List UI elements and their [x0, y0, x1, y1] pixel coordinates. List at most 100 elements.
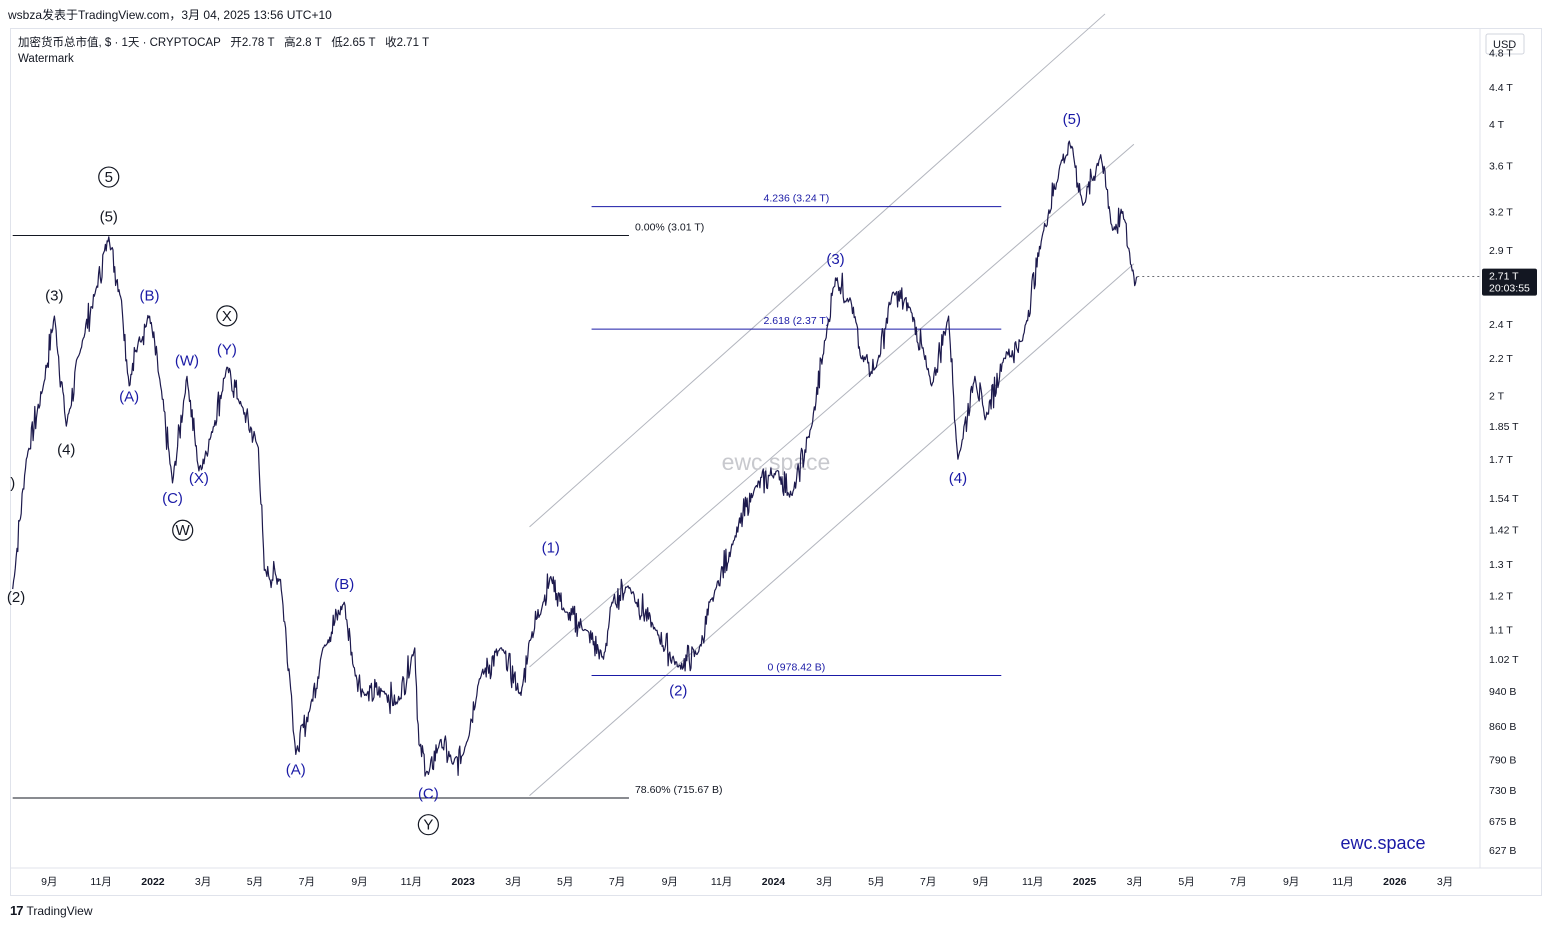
y-tick-19: 860 B: [1489, 721, 1516, 733]
channel-line-1[interactable]: [529, 13, 1106, 528]
wave-label-12[interactable]: (A): [286, 761, 306, 778]
x-tick-26: 11月: [1332, 876, 1353, 888]
legend-symbol[interactable]: 加密货币总市值, $ · 1天 · CRYPTOCAP: [18, 37, 221, 49]
wave-label-18[interactable]: (2): [7, 589, 25, 606]
x-tick-23: 5月: [1178, 876, 1194, 888]
legend-low-label: 低: [331, 37, 343, 49]
wave-label-21[interactable]: X: [222, 308, 232, 325]
x-tick-21: 2025: [1073, 876, 1097, 888]
x-tick-12: 7月: [609, 876, 625, 888]
chart-legend: 加密货币总市值, $ · 1天 · CRYPTOCAP 开2.78 T 高2.8…: [18, 35, 429, 67]
chart-frame: [10, 28, 1542, 896]
tradingview-brand[interactable]: TradingView: [26, 903, 93, 918]
x-tick-22: 3月: [1127, 876, 1143, 888]
legend-open: 2.78 T: [241, 37, 275, 49]
y-tick-2: 4.4 T: [1489, 82, 1513, 94]
y-tick-10: 1.85 T: [1489, 421, 1519, 433]
price-line: [12, 140, 1138, 777]
legend-open-label: 开: [230, 37, 242, 49]
y-tick-4: 3.6 T: [1489, 160, 1513, 172]
wave-label-17[interactable]: (5): [100, 208, 118, 225]
x-tick-14: 11月: [711, 876, 732, 888]
brand-text: ewc.space: [1340, 833, 1425, 853]
price-series: [12, 140, 1138, 777]
x-tick-20: 11月: [1022, 876, 1043, 888]
fib-levels[interactable]: 4.236 (3.24 T) 2.618 (2.37 T) 0 (978.42 B)…: [12, 193, 1002, 799]
wave-label-16[interactable]: (4): [57, 442, 75, 459]
wave-label-2[interactable]: (2): [669, 682, 687, 699]
y-tick-17: 1.02 T: [1489, 654, 1519, 666]
wave-label-9[interactable]: (W): [175, 352, 199, 369]
wave-label-15[interactable]: (3): [45, 287, 63, 304]
wave-circle-20: [98, 166, 120, 188]
fib-label-5: 78.60% (715.67 B): [635, 784, 723, 796]
published-header: wsbza发表于TradingView.com，3月 04, 2025 13:5…: [8, 8, 332, 22]
wave-label-6[interactable]: (A): [119, 388, 139, 405]
tradingview-footer[interactable]: 17 TradingView: [10, 903, 93, 918]
wave-label-13[interactable]: (B): [334, 576, 354, 593]
legend-high-label: 高: [284, 37, 296, 49]
wave-label-7[interactable]: (B): [140, 287, 160, 304]
y-tick-5: 3.2 T: [1489, 207, 1513, 219]
channel-lines[interactable]: [529, 13, 1135, 796]
wave-label-20[interactable]: 5: [105, 169, 113, 186]
y-tick-20: 790 B: [1489, 754, 1516, 766]
last-price-countdown: 20:03:55: [1489, 283, 1530, 295]
x-tick-5: 5月: [247, 876, 263, 888]
x-tick-8: 11月: [401, 876, 422, 888]
wave-label-11[interactable]: (Y): [217, 342, 237, 359]
wave-circle-23: [417, 814, 439, 836]
x-tick-25: 9月: [1283, 876, 1299, 888]
price-axis[interactable]: 4.8 T 4.4 T 4 T 3.6 T 3.2 T 2.9 T 2.4 T 2.2 T 2 …: [1489, 48, 1519, 857]
last-price-value: 2.71 T: [1489, 271, 1519, 283]
y-tick-14: 1.3 T: [1489, 559, 1513, 571]
fib-label-4: 0.00% (3.01 T): [635, 221, 704, 233]
x-tick-4: 3月: [195, 876, 211, 888]
wave-label-1[interactable]: (1): [542, 539, 560, 556]
x-tick-3: 2022: [141, 876, 165, 888]
fib-label-2: 2.618 (2.37 T): [764, 315, 830, 327]
x-tick-9: 2023: [452, 876, 476, 888]
x-tick-13: 9月: [662, 876, 678, 888]
y-tick-12: 1.54 T: [1489, 493, 1519, 505]
y-tick-6: 2.9 T: [1489, 245, 1513, 257]
wave-label-19[interactable]: ): [10, 475, 15, 492]
channel-line-2[interactable]: [529, 143, 1135, 668]
x-tick-15: 2024: [762, 876, 786, 888]
channel-line-3[interactable]: [529, 263, 1135, 796]
y-tick-23: 627 B: [1489, 845, 1516, 857]
time-axis[interactable]: 9月 11月 2022 3月 5月 7月 9月 11月 2023 3月 5月 7月 9月 11月 2024 3…: [41, 876, 1453, 888]
fib-label-1: 4.236 (3.24 T): [764, 193, 830, 205]
x-tick-18: 7月: [920, 876, 936, 888]
legend-close: 2.71 T: [396, 37, 430, 49]
x-tick-11: 5月: [557, 876, 573, 888]
wave-label-5[interactable]: (5): [1063, 111, 1081, 128]
y-tick-7: 2.4 T: [1489, 319, 1513, 331]
currency-label[interactable]: USD: [1493, 39, 1516, 51]
wave-labels[interactable]: (1) (2) (3) (4) (5) (A) (B) (C) (W) (X) (Y) (A) (B) (…: [7, 111, 1081, 836]
legend-watermark: Watermark: [18, 53, 74, 65]
currency-selector[interactable]: [1485, 33, 1525, 55]
y-tick-8: 2.2 T: [1489, 353, 1513, 365]
x-tick-17: 5月: [868, 876, 884, 888]
wave-label-8[interactable]: (C): [162, 490, 183, 507]
wave-label-14[interactable]: (C): [418, 785, 439, 802]
fib-label-3: 0 (978.42 B): [768, 662, 826, 674]
wave-label-4[interactable]: (4): [949, 470, 967, 487]
x-tick-2: 11月: [90, 876, 111, 888]
tradingview-logo-icon[interactable]: 17: [10, 903, 24, 918]
y-tick-13: 1.42 T: [1489, 525, 1519, 537]
y-tick-18: 940 B: [1489, 686, 1516, 698]
y-tick-9: 2 T: [1489, 391, 1505, 403]
wave-label-10[interactable]: (X): [189, 470, 209, 487]
y-tick-1: 4.8 T: [1489, 48, 1513, 60]
wave-label-3[interactable]: (3): [826, 251, 844, 268]
y-tick-11: 1.7 T: [1489, 454, 1513, 466]
x-tick-7: 9月: [351, 876, 367, 888]
wave-label-22[interactable]: W: [176, 522, 191, 539]
x-tick-24: 7月: [1230, 876, 1246, 888]
x-tick-28: 3月: [1437, 876, 1453, 888]
x-tick-19: 9月: [973, 876, 989, 888]
wave-label-23[interactable]: Y: [423, 817, 433, 834]
